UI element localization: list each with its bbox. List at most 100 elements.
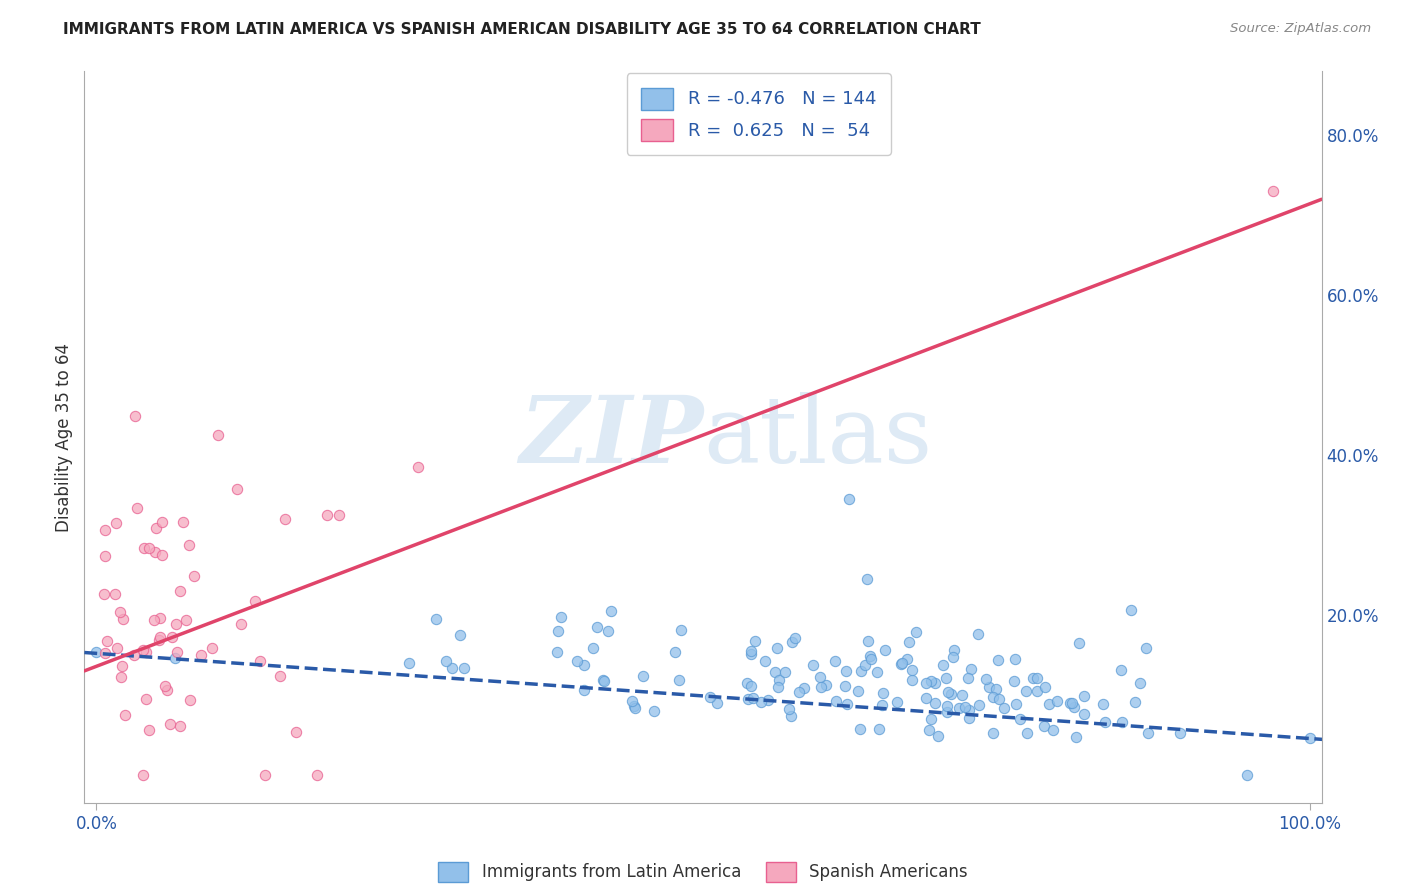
Point xyxy=(434,654,457,668)
Point xyxy=(967,626,990,640)
Point xyxy=(780,634,803,648)
Point xyxy=(398,656,420,670)
Point xyxy=(94,646,117,660)
Point xyxy=(872,686,894,700)
Point xyxy=(273,512,295,526)
Point xyxy=(1067,636,1090,650)
Point xyxy=(957,710,980,724)
Point xyxy=(135,645,157,659)
Point xyxy=(138,723,160,737)
Point xyxy=(957,703,980,717)
Point xyxy=(145,545,167,559)
Point xyxy=(1168,726,1191,740)
Point xyxy=(810,680,832,694)
Point xyxy=(1236,768,1258,782)
Point xyxy=(846,683,869,698)
Point xyxy=(149,611,172,625)
Point xyxy=(825,694,848,708)
Point xyxy=(1135,640,1157,655)
Point xyxy=(860,652,883,666)
Point xyxy=(735,676,758,690)
Point xyxy=(316,508,339,522)
Point xyxy=(853,657,876,672)
Point xyxy=(574,658,596,673)
Point xyxy=(547,624,569,638)
Point xyxy=(169,719,191,733)
Point xyxy=(967,698,990,713)
Point xyxy=(142,613,165,627)
Point xyxy=(920,673,942,688)
Point xyxy=(870,698,893,713)
Point xyxy=(138,541,160,555)
Point xyxy=(1005,697,1028,711)
Point xyxy=(924,676,946,690)
Point xyxy=(190,648,212,662)
Point xyxy=(835,664,858,678)
Point xyxy=(981,726,1004,740)
Point xyxy=(1073,689,1095,703)
Text: ZIP: ZIP xyxy=(519,392,703,482)
Point xyxy=(105,641,128,656)
Point xyxy=(838,491,860,506)
Point xyxy=(785,632,807,646)
Point xyxy=(550,610,572,624)
Point xyxy=(600,604,623,618)
Point xyxy=(425,612,447,626)
Point xyxy=(169,583,191,598)
Point xyxy=(740,647,762,661)
Point xyxy=(824,655,846,669)
Point xyxy=(229,617,252,632)
Point xyxy=(1042,723,1064,737)
Point xyxy=(582,641,605,656)
Point xyxy=(165,650,187,665)
Point xyxy=(859,649,882,664)
Point xyxy=(1026,684,1049,698)
Point xyxy=(763,665,786,679)
Point xyxy=(1059,696,1081,710)
Point xyxy=(706,696,728,710)
Point xyxy=(305,768,328,782)
Point xyxy=(914,691,936,706)
Point xyxy=(243,594,266,608)
Point xyxy=(935,671,957,685)
Point xyxy=(984,681,1007,696)
Point xyxy=(624,701,647,715)
Point xyxy=(1046,694,1069,708)
Y-axis label: Disability Age 35 to 64: Disability Age 35 to 64 xyxy=(55,343,73,532)
Point xyxy=(756,692,779,706)
Point xyxy=(565,654,588,668)
Point xyxy=(974,673,997,687)
Point xyxy=(924,696,946,710)
Point xyxy=(585,620,607,634)
Point xyxy=(127,501,149,516)
Point xyxy=(942,649,965,664)
Point xyxy=(592,673,614,688)
Point xyxy=(766,640,789,655)
Point xyxy=(131,642,153,657)
Point xyxy=(1073,707,1095,722)
Point xyxy=(1010,713,1032,727)
Point xyxy=(808,670,831,684)
Point xyxy=(159,717,181,731)
Point xyxy=(179,693,201,707)
Point xyxy=(740,679,762,693)
Text: Source: ZipAtlas.com: Source: ZipAtlas.com xyxy=(1230,22,1371,36)
Point xyxy=(135,692,157,706)
Point xyxy=(183,569,205,583)
Point xyxy=(1123,694,1146,708)
Point xyxy=(773,665,796,679)
Point xyxy=(111,658,134,673)
Point xyxy=(156,683,179,698)
Point xyxy=(955,699,977,714)
Legend: Immigrants from Latin America, Spanish Americans: Immigrants from Latin America, Spanish A… xyxy=(432,855,974,888)
Point xyxy=(1092,697,1115,711)
Point xyxy=(780,709,803,723)
Point xyxy=(988,691,1011,706)
Point xyxy=(110,670,132,684)
Point xyxy=(1129,675,1152,690)
Point xyxy=(851,664,873,678)
Point xyxy=(1022,672,1045,686)
Point xyxy=(1137,726,1160,740)
Point xyxy=(108,605,131,619)
Point xyxy=(848,722,870,736)
